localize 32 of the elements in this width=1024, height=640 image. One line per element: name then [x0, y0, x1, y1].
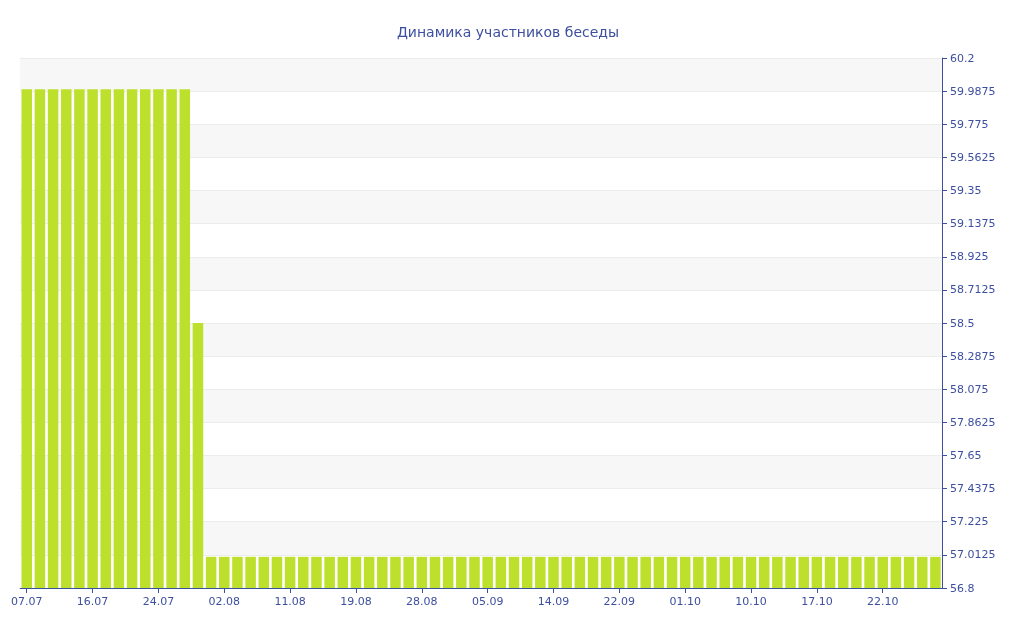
- x-tick-label: 19.08: [340, 595, 372, 608]
- x-tick-label: 07.07: [10, 595, 43, 608]
- x-tick-label: 05.09: [471, 595, 504, 608]
- x-tick-label: 01.10: [669, 595, 701, 608]
- x-tick-label: 14.09: [537, 595, 570, 608]
- x-tick-label: 10.10: [735, 595, 767, 608]
- y-tick-label: 58.075: [950, 382, 989, 396]
- y-tick-label: 56.8: [950, 581, 975, 595]
- x-tick-label: 22.09: [603, 595, 636, 608]
- y-tick-label: 59.1375: [950, 217, 996, 231]
- y-tick-label: 58.7125: [950, 283, 996, 297]
- x-tick-label: 22.10: [866, 595, 899, 608]
- y-tick-label: 60.2: [950, 51, 975, 65]
- y-tick-label: 58.2875: [950, 349, 996, 363]
- y-tick-label: 58.925: [950, 250, 989, 264]
- y-tick-label: 59.775: [950, 117, 989, 131]
- chart-title: Динамика участников беседы: [396, 24, 620, 40]
- y-tick-label: 57.65: [950, 449, 982, 462]
- y-tick-label: 57.8625: [950, 415, 996, 429]
- x-tick-label: 24.07: [142, 595, 175, 608]
- y-tick-label: 57.4375: [950, 482, 996, 496]
- x-tick-label: 17.10: [801, 595, 833, 608]
- y-tick-label: 58.5: [950, 316, 975, 330]
- x-tick-label: 11.08: [274, 595, 306, 608]
- x-tick-label: 28.08: [406, 595, 438, 608]
- y-tick-label: 57.225: [950, 515, 989, 529]
- x-tick-label: 16.07: [76, 595, 109, 608]
- x-tick-label: 02.08: [208, 595, 241, 608]
- y-tick-label: 57.0125: [950, 548, 996, 562]
- y-tick-label: 59.9875: [950, 84, 996, 98]
- y-tick-label: 59.35: [950, 184, 982, 197]
- y-tick-label: 59.5625: [950, 150, 996, 164]
